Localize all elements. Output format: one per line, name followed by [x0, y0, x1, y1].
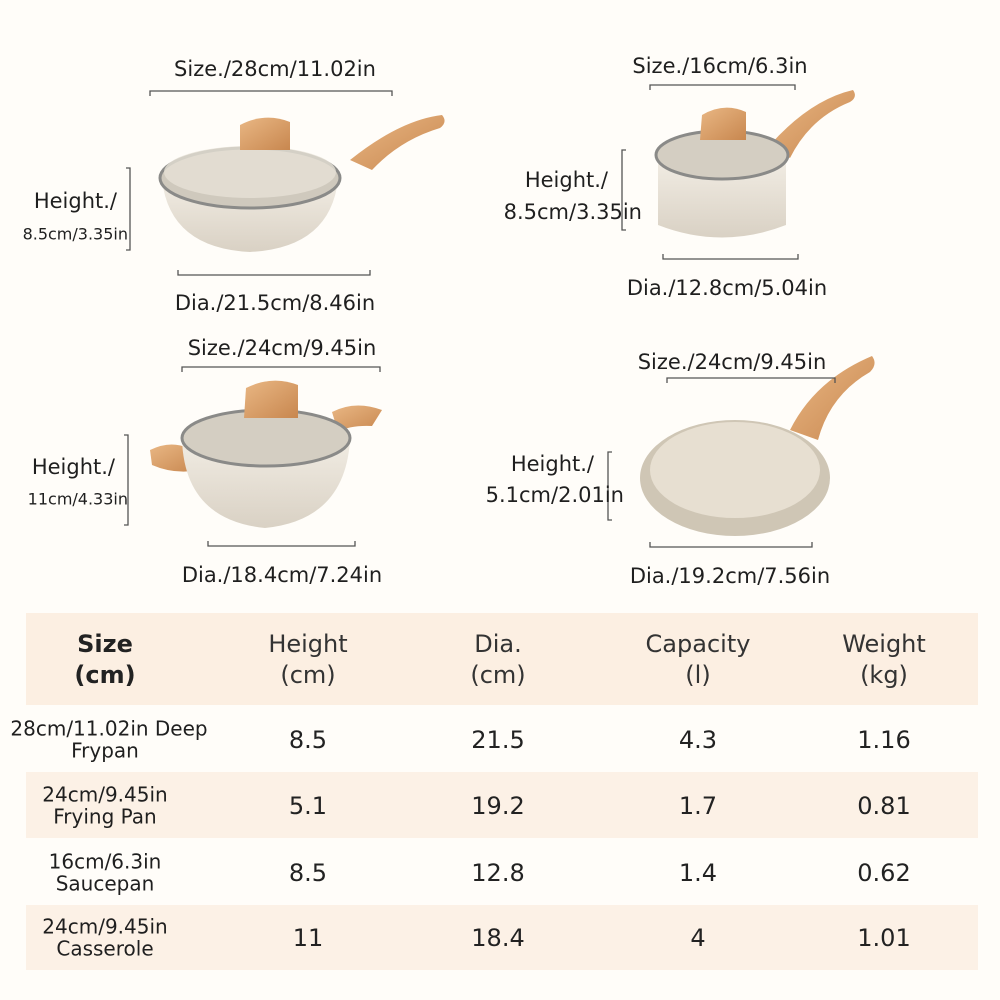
table-header: (l) — [685, 661, 710, 689]
table-cell: 1.4 — [679, 859, 717, 887]
spec-table: Size (cm) Height (cm) Dia. (cm) Capacity (l) Wei… — [10, 630, 925, 961]
table-header: Weight — [842, 630, 926, 658]
table-row-bg — [26, 772, 978, 838]
height-label: Height./ — [34, 189, 118, 213]
size-label: Size./24cm/9.45in — [638, 350, 827, 374]
table-cell: 1.16 — [857, 726, 910, 754]
table-cell: 0.81 — [857, 792, 910, 820]
table-cell: 8.5 — [289, 726, 327, 754]
size-label: Size./24cm/9.45in — [188, 336, 377, 360]
row-name: 16cm/6.3in — [49, 850, 162, 874]
table-cell: 4.3 — [679, 726, 717, 754]
table-header: Height — [268, 630, 347, 658]
table-header: Capacity — [646, 630, 751, 658]
row-name: 24cm/9.45in — [42, 915, 167, 939]
dia-label: Dia./21.5cm/8.46in — [175, 291, 375, 315]
size-label: Size./28cm/11.02in — [174, 57, 376, 81]
height-value: 8.5cm/3.35in — [504, 200, 642, 224]
table-cell: 1.01 — [857, 924, 910, 952]
table-header-bg — [26, 613, 978, 705]
row-name: Saucepan — [56, 872, 155, 896]
row-name: Frying Pan — [53, 805, 157, 829]
casserole-image — [150, 380, 382, 528]
table-header: Size — [77, 630, 133, 658]
table-header: (cm) — [280, 661, 335, 689]
table-row-bg — [26, 905, 978, 970]
row-name: 24cm/9.45in — [42, 783, 167, 807]
table-cell: 21.5 — [471, 726, 524, 754]
dimension-lines — [124, 84, 836, 548]
height-label: Height./ — [525, 168, 609, 192]
dia-label: Dia./19.2cm/7.56in — [630, 564, 830, 588]
row-name: Casserole — [56, 937, 153, 961]
table-cell: 1.7 — [679, 792, 717, 820]
size-label: Size./16cm/6.3in — [632, 54, 807, 78]
table-cell: 8.5 — [289, 859, 327, 887]
table-cell: 4 — [690, 924, 705, 952]
table-cell: 18.4 — [471, 924, 524, 952]
table-cell: 5.1 — [289, 792, 327, 820]
table-header: (kg) — [860, 661, 908, 689]
height-label: Height./ — [511, 452, 595, 476]
deep-frypan-image — [158, 115, 445, 252]
table-cell: 12.8 — [471, 859, 524, 887]
height-value: 11cm/4.33in — [28, 490, 128, 509]
table-header: Dia. — [474, 630, 521, 658]
frying-pan-image — [640, 356, 875, 536]
row-name: Frypan — [71, 739, 139, 763]
dia-label: Dia./12.8cm/5.04in — [627, 276, 827, 300]
table-header: (cm) — [470, 661, 525, 689]
table-cell: 0.62 — [857, 859, 910, 887]
height-label: Height./ — [32, 455, 116, 479]
height-value: 8.5cm/3.35in — [23, 225, 128, 244]
row-name: 28cm/11.02in Deep — [10, 717, 207, 741]
table-header: (cm) — [74, 661, 135, 689]
dia-label: Dia./18.4cm/7.24in — [182, 563, 382, 587]
saucepan-image — [654, 90, 855, 238]
height-value: 5.1cm/2.01in — [486, 483, 624, 507]
table-cell: 11 — [293, 924, 324, 952]
table-cell: 19.2 — [471, 792, 524, 820]
